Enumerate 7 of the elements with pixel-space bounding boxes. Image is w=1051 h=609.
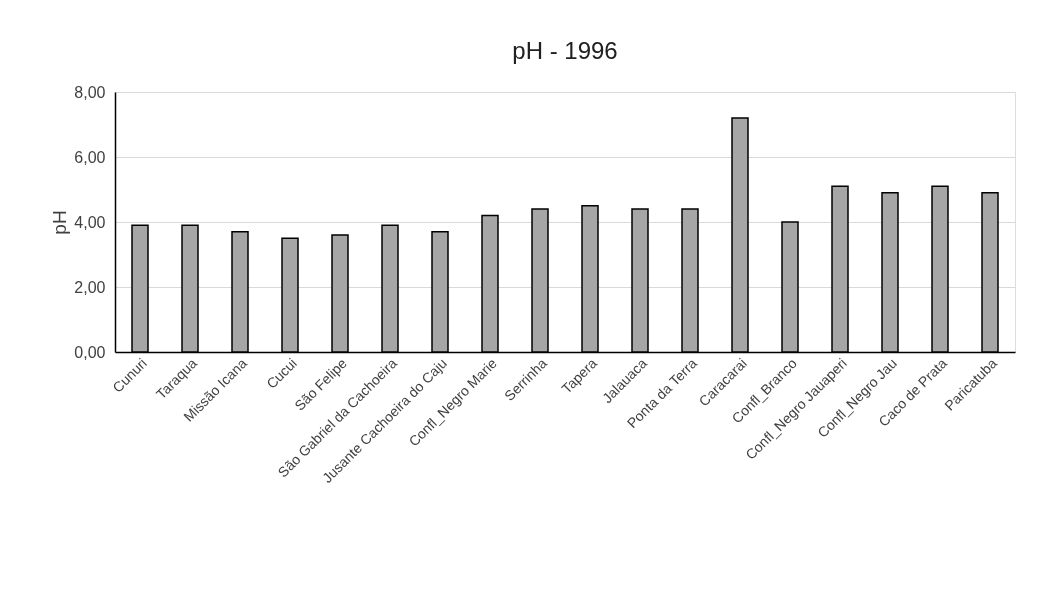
y-axis-title: pH bbox=[49, 210, 71, 235]
y-tick-label: 6,00 bbox=[74, 148, 106, 166]
y-tick-label: 8,00 bbox=[74, 83, 106, 101]
y-tick-label: 2,00 bbox=[74, 278, 106, 296]
y-tick-label: 4,00 bbox=[74, 213, 106, 231]
chart-title: pH - 1996 bbox=[512, 37, 618, 64]
y-tick-label: 0,00 bbox=[74, 343, 106, 361]
